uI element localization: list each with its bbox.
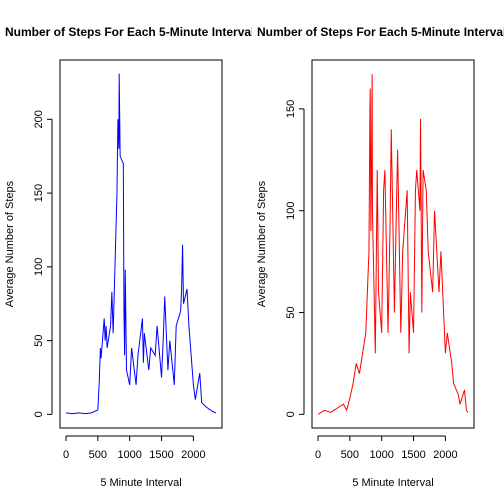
x-tick-label: 500: [341, 449, 359, 461]
y-tick-label: 150: [285, 100, 297, 118]
y-axis-label: Average Number of Steps: [4, 180, 16, 307]
x-tick-label: 1000: [117, 449, 141, 461]
x-tick-label: 2000: [181, 449, 205, 461]
panel: Number of Steps For Each 5-Minute Interv…: [4, 25, 262, 489]
x-axis-label: 5 Minute Interval: [352, 477, 433, 489]
x-tick-label: 500: [89, 449, 107, 461]
x-tick-label: 1000: [369, 449, 393, 461]
x-tick-label: 1500: [401, 449, 425, 461]
x-tick-label: 1500: [149, 449, 173, 461]
plot-frame: [311, 59, 475, 429]
data-line: [317, 74, 469, 415]
x-tick-label: 2000: [433, 449, 457, 461]
x-tick-label: 0: [315, 449, 321, 461]
y-tick-label: 0: [33, 411, 45, 417]
y-tick-label: 100: [33, 258, 45, 276]
data-line: [65, 73, 217, 415]
panel: Number of Steps For Each 5-Minute Interv…: [256, 25, 504, 489]
chart-title: Number of Steps For Each 5-Minute Interv…: [5, 25, 262, 39]
y-tick-label: 50: [33, 334, 45, 346]
y-tick-label: 150: [33, 184, 45, 202]
x-tick-label: 0: [63, 449, 69, 461]
y-tick-label: 200: [33, 110, 45, 128]
y-tick-label: 0: [285, 411, 297, 417]
y-axis-label: Average Number of Steps: [256, 180, 268, 307]
plot-frame: [59, 59, 223, 429]
x-axis-label: 5 Minute Interval: [100, 477, 181, 489]
y-tick-label: 50: [285, 306, 297, 318]
y-tick-label: 100: [285, 202, 297, 220]
chart-title: Number of Steps For Each 5-Minute Interv…: [257, 25, 504, 39]
